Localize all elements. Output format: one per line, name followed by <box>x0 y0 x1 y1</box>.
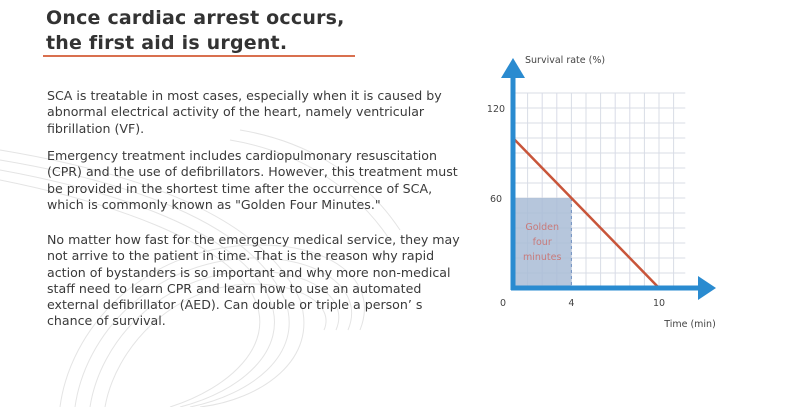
shaded-region-label: minutes <box>523 252 562 263</box>
text-line: action of bystanders is so important and… <box>47 264 451 280</box>
x-tick-label: 4 <box>568 298 574 309</box>
text-line: Emergency treatment includes cardiopulmo… <box>47 148 437 163</box>
text-line: No matter how fast for the emergency med… <box>47 232 460 247</box>
text-line: be provided in the shortest time after t… <box>47 180 433 196</box>
y-axis-label: Survival rate (%) <box>525 55 605 66</box>
x-axis-arrow-icon <box>698 276 716 300</box>
golden-four-minutes-region <box>513 198 572 288</box>
text-line: fibrillation (VF). <box>47 120 145 136</box>
title-line: the first aid is urgent. <box>46 32 288 54</box>
text-line: chance of survival. <box>47 313 166 329</box>
text-line: not arrive to the patient in time. That … <box>47 248 435 264</box>
shaded-region-label: four <box>533 237 552 248</box>
survival-rate-line <box>512 137 660 289</box>
text-line: staff need to learn CPR and learn how to… <box>47 280 422 296</box>
paragraph-sca-treatable: SCA is treatable in most cases, especial… <box>47 88 442 137</box>
x-tick-label: 0 <box>500 298 506 309</box>
paragraph-emergency-treatment: Emergency treatment includes cardiopulmo… <box>47 148 458 213</box>
text-line: abnormal electrical activity of the hear… <box>47 104 425 120</box>
y-axis-arrow-icon <box>501 58 525 78</box>
y-tick-label: 60 <box>490 194 502 205</box>
text-line: external defibrillator (AED). Can double… <box>47 297 423 313</box>
text-line: SCA is treatable in most cases, especial… <box>47 88 442 103</box>
title-line: Once cardiac arrest occurs, <box>46 7 345 29</box>
text-line: (CPR) and the use of defibrillators. How… <box>47 164 458 180</box>
paragraph-bystanders: No matter how fast for the emergency med… <box>47 232 460 330</box>
title-underline <box>43 55 355 57</box>
x-tick-label: 10 <box>653 298 665 309</box>
shaded-region-label: Golden <box>525 222 559 233</box>
page-title: Once cardiac arrest occurs, the first ai… <box>46 6 345 56</box>
x-axis-label: Time (min) <box>663 319 716 330</box>
text-line: which is commonly known as "Golden Four … <box>47 196 381 212</box>
y-tick-label: 120 <box>487 104 505 115</box>
